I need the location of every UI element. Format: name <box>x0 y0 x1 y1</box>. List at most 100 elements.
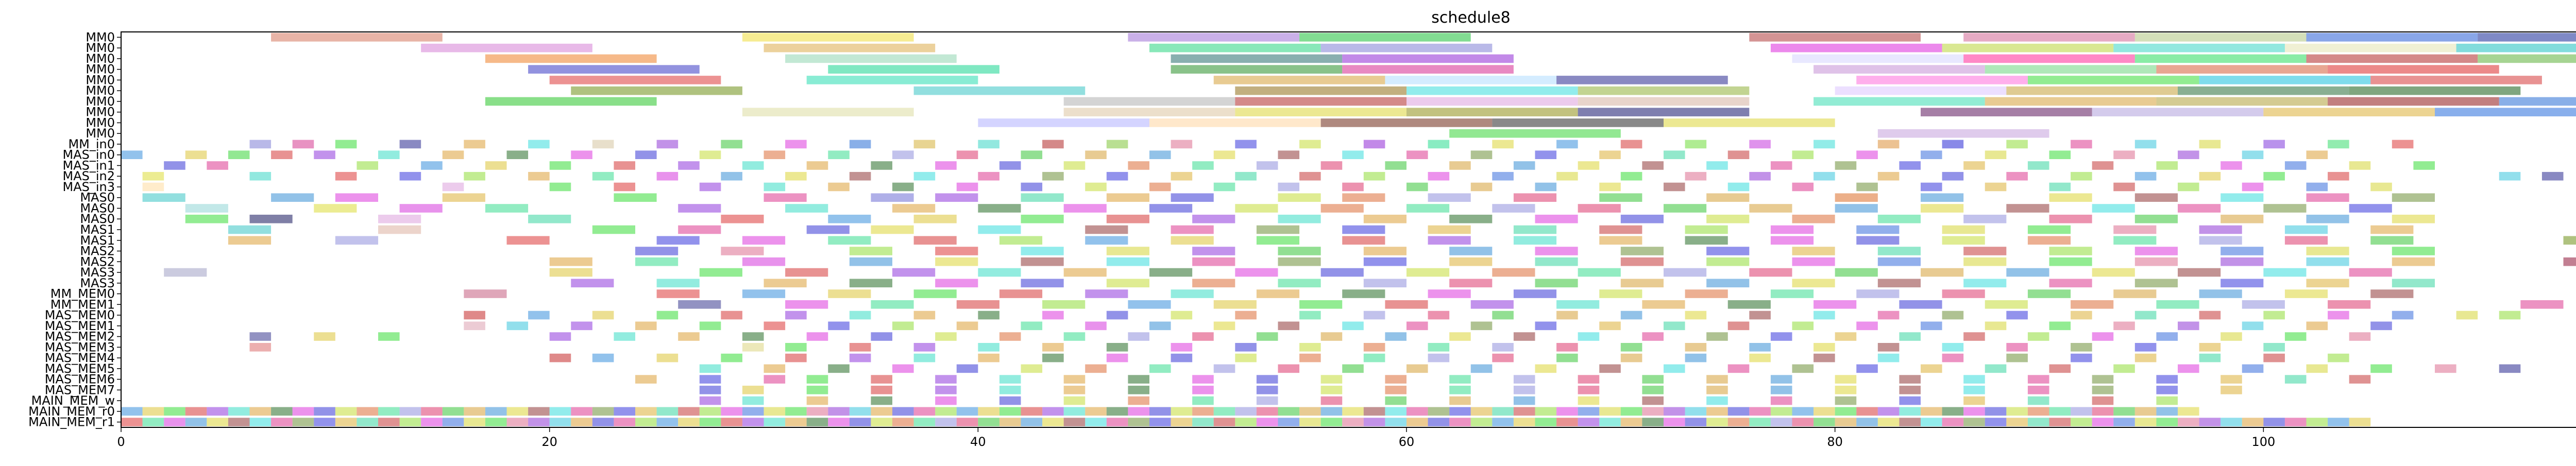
task-bar <box>1599 150 1621 159</box>
task-bar <box>1535 215 1578 223</box>
task-bar <box>1621 257 1664 266</box>
task-bar <box>657 172 679 181</box>
task-bar <box>314 204 357 213</box>
task-bar <box>1771 44 1942 53</box>
x-tick-label: 60 <box>1399 435 1415 449</box>
task-bar <box>2242 365 2264 373</box>
task-bar <box>1685 140 1707 149</box>
task-bar <box>2520 300 2563 309</box>
task-bar <box>2049 193 2092 202</box>
task-bar <box>1385 418 1406 426</box>
task-bar <box>400 418 421 426</box>
task-bar <box>2199 140 2221 149</box>
task-bar <box>2156 161 2178 170</box>
task-bar <box>2178 322 2199 331</box>
task-bar <box>592 354 614 363</box>
task-bar <box>1107 257 1149 266</box>
task-bar <box>2392 257 2435 266</box>
task-bar <box>2049 150 2071 159</box>
task-bar <box>1128 407 1149 416</box>
task-bar <box>528 407 550 416</box>
task-bar <box>464 407 485 416</box>
task-bar <box>1107 354 1128 363</box>
task-bar <box>1428 343 1450 352</box>
task-bar <box>1449 129 1621 138</box>
task-bar <box>1449 396 1471 405</box>
task-bar <box>1942 418 1964 426</box>
task-bar <box>2006 407 2028 416</box>
task-bar <box>892 268 935 277</box>
task-bar <box>121 407 143 416</box>
task-bar <box>1706 257 1749 266</box>
task-bar <box>2307 55 2478 63</box>
task-bar <box>1963 215 2006 223</box>
task-bar <box>1342 55 1514 63</box>
task-bar <box>314 150 335 159</box>
task-bar <box>207 418 228 426</box>
task-bar <box>1064 97 1235 106</box>
task-bar <box>678 226 721 234</box>
task-bar <box>1942 172 1964 181</box>
task-bar <box>785 204 828 213</box>
task-bar <box>871 407 892 416</box>
task-bar <box>1878 343 1900 352</box>
task-bar <box>571 87 742 95</box>
task-bar <box>2092 375 2114 384</box>
task-bar <box>2178 418 2199 426</box>
task-bar <box>1171 407 1193 416</box>
task-bar <box>978 140 999 149</box>
task-bar <box>550 407 571 416</box>
task-bar <box>657 140 679 149</box>
task-bar <box>507 418 529 426</box>
task-bar <box>1171 193 1214 202</box>
task-bar <box>1342 150 1364 159</box>
task-bar <box>1107 418 1128 426</box>
task-bar <box>657 236 700 245</box>
task-bar <box>1449 418 1471 426</box>
task-bar <box>978 311 999 320</box>
task-bar <box>1107 407 1128 416</box>
task-bar <box>1449 161 1471 170</box>
task-bar <box>1878 215 1921 223</box>
task-bar <box>2349 204 2392 213</box>
task-bar <box>185 215 228 223</box>
task-bar <box>1364 407 1385 416</box>
task-bar <box>1556 140 1578 149</box>
task-bar <box>1342 365 1364 373</box>
task-bar <box>1963 55 2135 63</box>
task-bar <box>1406 204 1449 213</box>
task-bar <box>1321 268 1364 277</box>
task-bar <box>1342 407 1364 416</box>
task-bar <box>228 226 271 234</box>
task-bar <box>1278 215 1321 223</box>
task-bar <box>271 193 314 202</box>
task-bar <box>1128 418 1149 426</box>
task-bar <box>1364 215 1406 223</box>
task-bar <box>2370 365 2392 373</box>
task-bar <box>293 418 314 426</box>
task-bar <box>1257 375 1278 384</box>
task-bar <box>1963 386 1985 394</box>
task-bar <box>2542 172 2564 181</box>
task-bar <box>1299 33 1471 42</box>
task-bar <box>1535 150 1557 159</box>
task-bar <box>871 226 913 234</box>
task-bar <box>1771 236 1814 245</box>
task-bar <box>1214 183 1235 192</box>
task-bar <box>764 418 786 426</box>
task-bar <box>1963 161 1985 170</box>
task-bar <box>1706 161 1728 170</box>
task-bar <box>2221 375 2242 384</box>
task-bar <box>2156 332 2178 341</box>
task-bar <box>2263 268 2306 277</box>
task-bar <box>785 55 957 63</box>
task-bar <box>1706 396 1728 405</box>
task-bar <box>742 386 764 394</box>
task-bar <box>871 300 913 309</box>
task-bar <box>2135 257 2178 266</box>
task-bar <box>250 332 272 341</box>
task-bar <box>871 375 892 384</box>
task-bar <box>2113 226 2156 234</box>
task-bar <box>1578 396 1600 405</box>
task-bar <box>2199 311 2221 320</box>
